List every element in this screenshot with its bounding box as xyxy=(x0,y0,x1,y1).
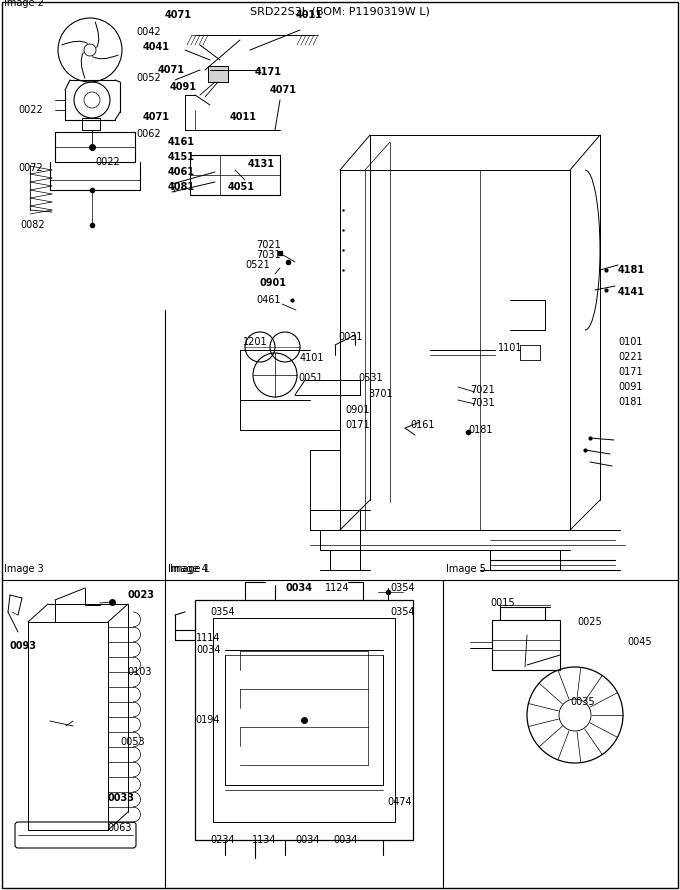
Text: 0015: 0015 xyxy=(490,598,515,608)
Text: 0474: 0474 xyxy=(387,797,411,807)
Text: 4181: 4181 xyxy=(618,265,645,275)
Bar xyxy=(213,618,395,822)
Text: Image 1: Image 1 xyxy=(170,564,209,574)
Text: 4131: 4131 xyxy=(248,159,275,169)
Text: 0171: 0171 xyxy=(618,367,643,377)
Text: 1124: 1124 xyxy=(325,583,350,593)
Text: 7031: 7031 xyxy=(470,398,494,408)
Text: Image 3: Image 3 xyxy=(4,564,44,574)
Text: 4011: 4011 xyxy=(296,10,323,20)
Text: 0033: 0033 xyxy=(107,793,134,803)
Text: 0531: 0531 xyxy=(358,373,383,383)
Text: 0022: 0022 xyxy=(18,105,43,115)
Text: Image 5: Image 5 xyxy=(446,564,486,574)
Text: 0093: 0093 xyxy=(10,641,37,651)
Text: 4081: 4081 xyxy=(168,182,195,192)
Text: 1201: 1201 xyxy=(243,337,268,347)
Text: 0521: 0521 xyxy=(245,260,270,270)
Text: 0082: 0082 xyxy=(20,220,45,230)
Text: 1134: 1134 xyxy=(252,835,277,845)
Text: 0034: 0034 xyxy=(333,835,358,845)
Text: 0103: 0103 xyxy=(127,667,152,677)
Text: 0181: 0181 xyxy=(618,397,643,407)
Text: 0101: 0101 xyxy=(618,337,643,347)
Text: SRD22S3L (BOM: P1190319W L): SRD22S3L (BOM: P1190319W L) xyxy=(250,6,430,16)
Text: 0053: 0053 xyxy=(120,737,145,747)
Text: 0181: 0181 xyxy=(468,425,492,435)
Text: 4141: 4141 xyxy=(618,287,645,297)
Text: 0022: 0022 xyxy=(95,157,120,167)
Text: 4061: 4061 xyxy=(168,167,195,177)
Text: 4051: 4051 xyxy=(228,182,255,192)
Text: 1101: 1101 xyxy=(498,343,522,353)
Text: 0354: 0354 xyxy=(390,607,415,617)
Text: 0034: 0034 xyxy=(196,645,220,655)
Text: 4071: 4071 xyxy=(165,10,192,20)
Bar xyxy=(208,66,228,82)
Text: 7021: 7021 xyxy=(470,385,495,395)
Text: 3701: 3701 xyxy=(368,389,392,399)
Text: 0052: 0052 xyxy=(136,73,160,83)
Text: Image 2: Image 2 xyxy=(4,0,44,8)
Text: 7031: 7031 xyxy=(256,250,281,260)
Text: 0023: 0023 xyxy=(127,590,154,600)
Text: 4091: 4091 xyxy=(170,82,197,92)
Text: 4101: 4101 xyxy=(300,353,324,363)
Text: 0171: 0171 xyxy=(345,420,370,430)
Text: 1114: 1114 xyxy=(196,633,220,643)
Text: 0354: 0354 xyxy=(390,583,415,593)
Text: 0062: 0062 xyxy=(136,129,160,139)
Text: 4071: 4071 xyxy=(270,85,297,95)
Text: 4171: 4171 xyxy=(255,67,282,77)
Text: 4071: 4071 xyxy=(158,65,185,75)
Text: 0034: 0034 xyxy=(295,835,320,845)
Text: 0354: 0354 xyxy=(210,607,235,617)
Text: 0194: 0194 xyxy=(195,715,220,725)
Text: 4161: 4161 xyxy=(168,137,195,147)
Text: 0901: 0901 xyxy=(260,278,287,288)
Text: 0025: 0025 xyxy=(577,617,602,627)
Text: 0042: 0042 xyxy=(136,27,160,37)
Text: Image 4: Image 4 xyxy=(168,564,208,574)
Bar xyxy=(492,620,560,670)
Text: 0063: 0063 xyxy=(107,823,131,833)
Text: 4011: 4011 xyxy=(230,112,257,122)
Text: 0045: 0045 xyxy=(627,637,651,647)
Text: 0035: 0035 xyxy=(570,697,594,707)
Text: 0461: 0461 xyxy=(256,295,280,305)
Text: 0221: 0221 xyxy=(618,352,643,362)
Bar xyxy=(195,600,413,840)
Text: 4041: 4041 xyxy=(143,42,170,52)
Text: 0072: 0072 xyxy=(18,163,43,173)
Text: 4151: 4151 xyxy=(168,152,195,162)
Text: 0161: 0161 xyxy=(410,420,435,430)
Text: 0031: 0031 xyxy=(338,332,362,342)
Text: 7021: 7021 xyxy=(256,240,281,250)
Text: 0051: 0051 xyxy=(298,373,322,383)
Text: 0901: 0901 xyxy=(345,405,369,415)
Text: 0234: 0234 xyxy=(210,835,235,845)
Text: 0091: 0091 xyxy=(618,382,643,392)
Text: 0034: 0034 xyxy=(285,583,312,593)
Bar xyxy=(82,118,100,130)
Text: 4071: 4071 xyxy=(143,112,170,122)
